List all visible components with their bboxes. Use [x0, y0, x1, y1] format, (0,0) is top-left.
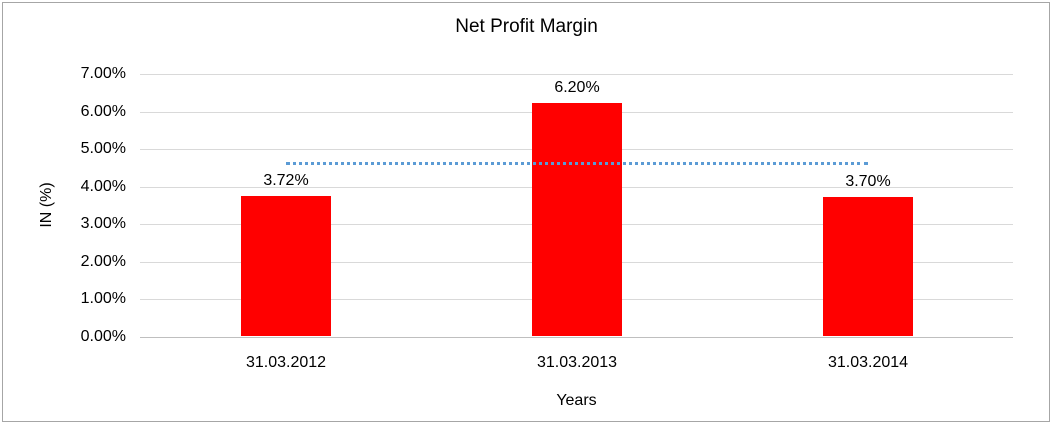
gridline: [140, 74, 1013, 75]
x-axis-line: [140, 337, 1013, 338]
x-axis-title: Years: [556, 392, 597, 409]
y-tick-label: 2.00%: [80, 253, 126, 270]
x-tick-label: 31.03.2014: [827, 354, 909, 371]
data-label: 3.72%: [263, 172, 309, 189]
x-axis-labels: 31.03.2012 31.03.2013 31.03.2014: [140, 353, 1013, 373]
y-tick-label: 3.00%: [80, 215, 126, 232]
y-tick-label: 5.00%: [80, 140, 126, 157]
y-tick-label: 4.00%: [80, 178, 126, 195]
bar-31.03.2012[interactable]: [241, 196, 331, 336]
data-label: 6.20%: [554, 79, 600, 96]
x-tick-label: 31.03.2012: [245, 354, 327, 371]
data-label: 3.70%: [845, 173, 891, 190]
y-tick-label: 1.00%: [80, 290, 126, 307]
y-tick-label: 0.00%: [80, 328, 126, 345]
plot-area: 3.72% 6.20% 3.70%: [140, 74, 1013, 338]
bar-31.03.2013[interactable]: [532, 103, 622, 336]
y-tick-label: 7.00%: [80, 65, 126, 82]
trendline[interactable]: [286, 162, 868, 165]
x-tick-label: 31.03.2013: [536, 354, 618, 371]
chart-title: Net Profit Margin: [455, 16, 598, 37]
y-tick-label: 6.00%: [80, 103, 126, 120]
bar-31.03.2014[interactable]: [823, 197, 913, 336]
